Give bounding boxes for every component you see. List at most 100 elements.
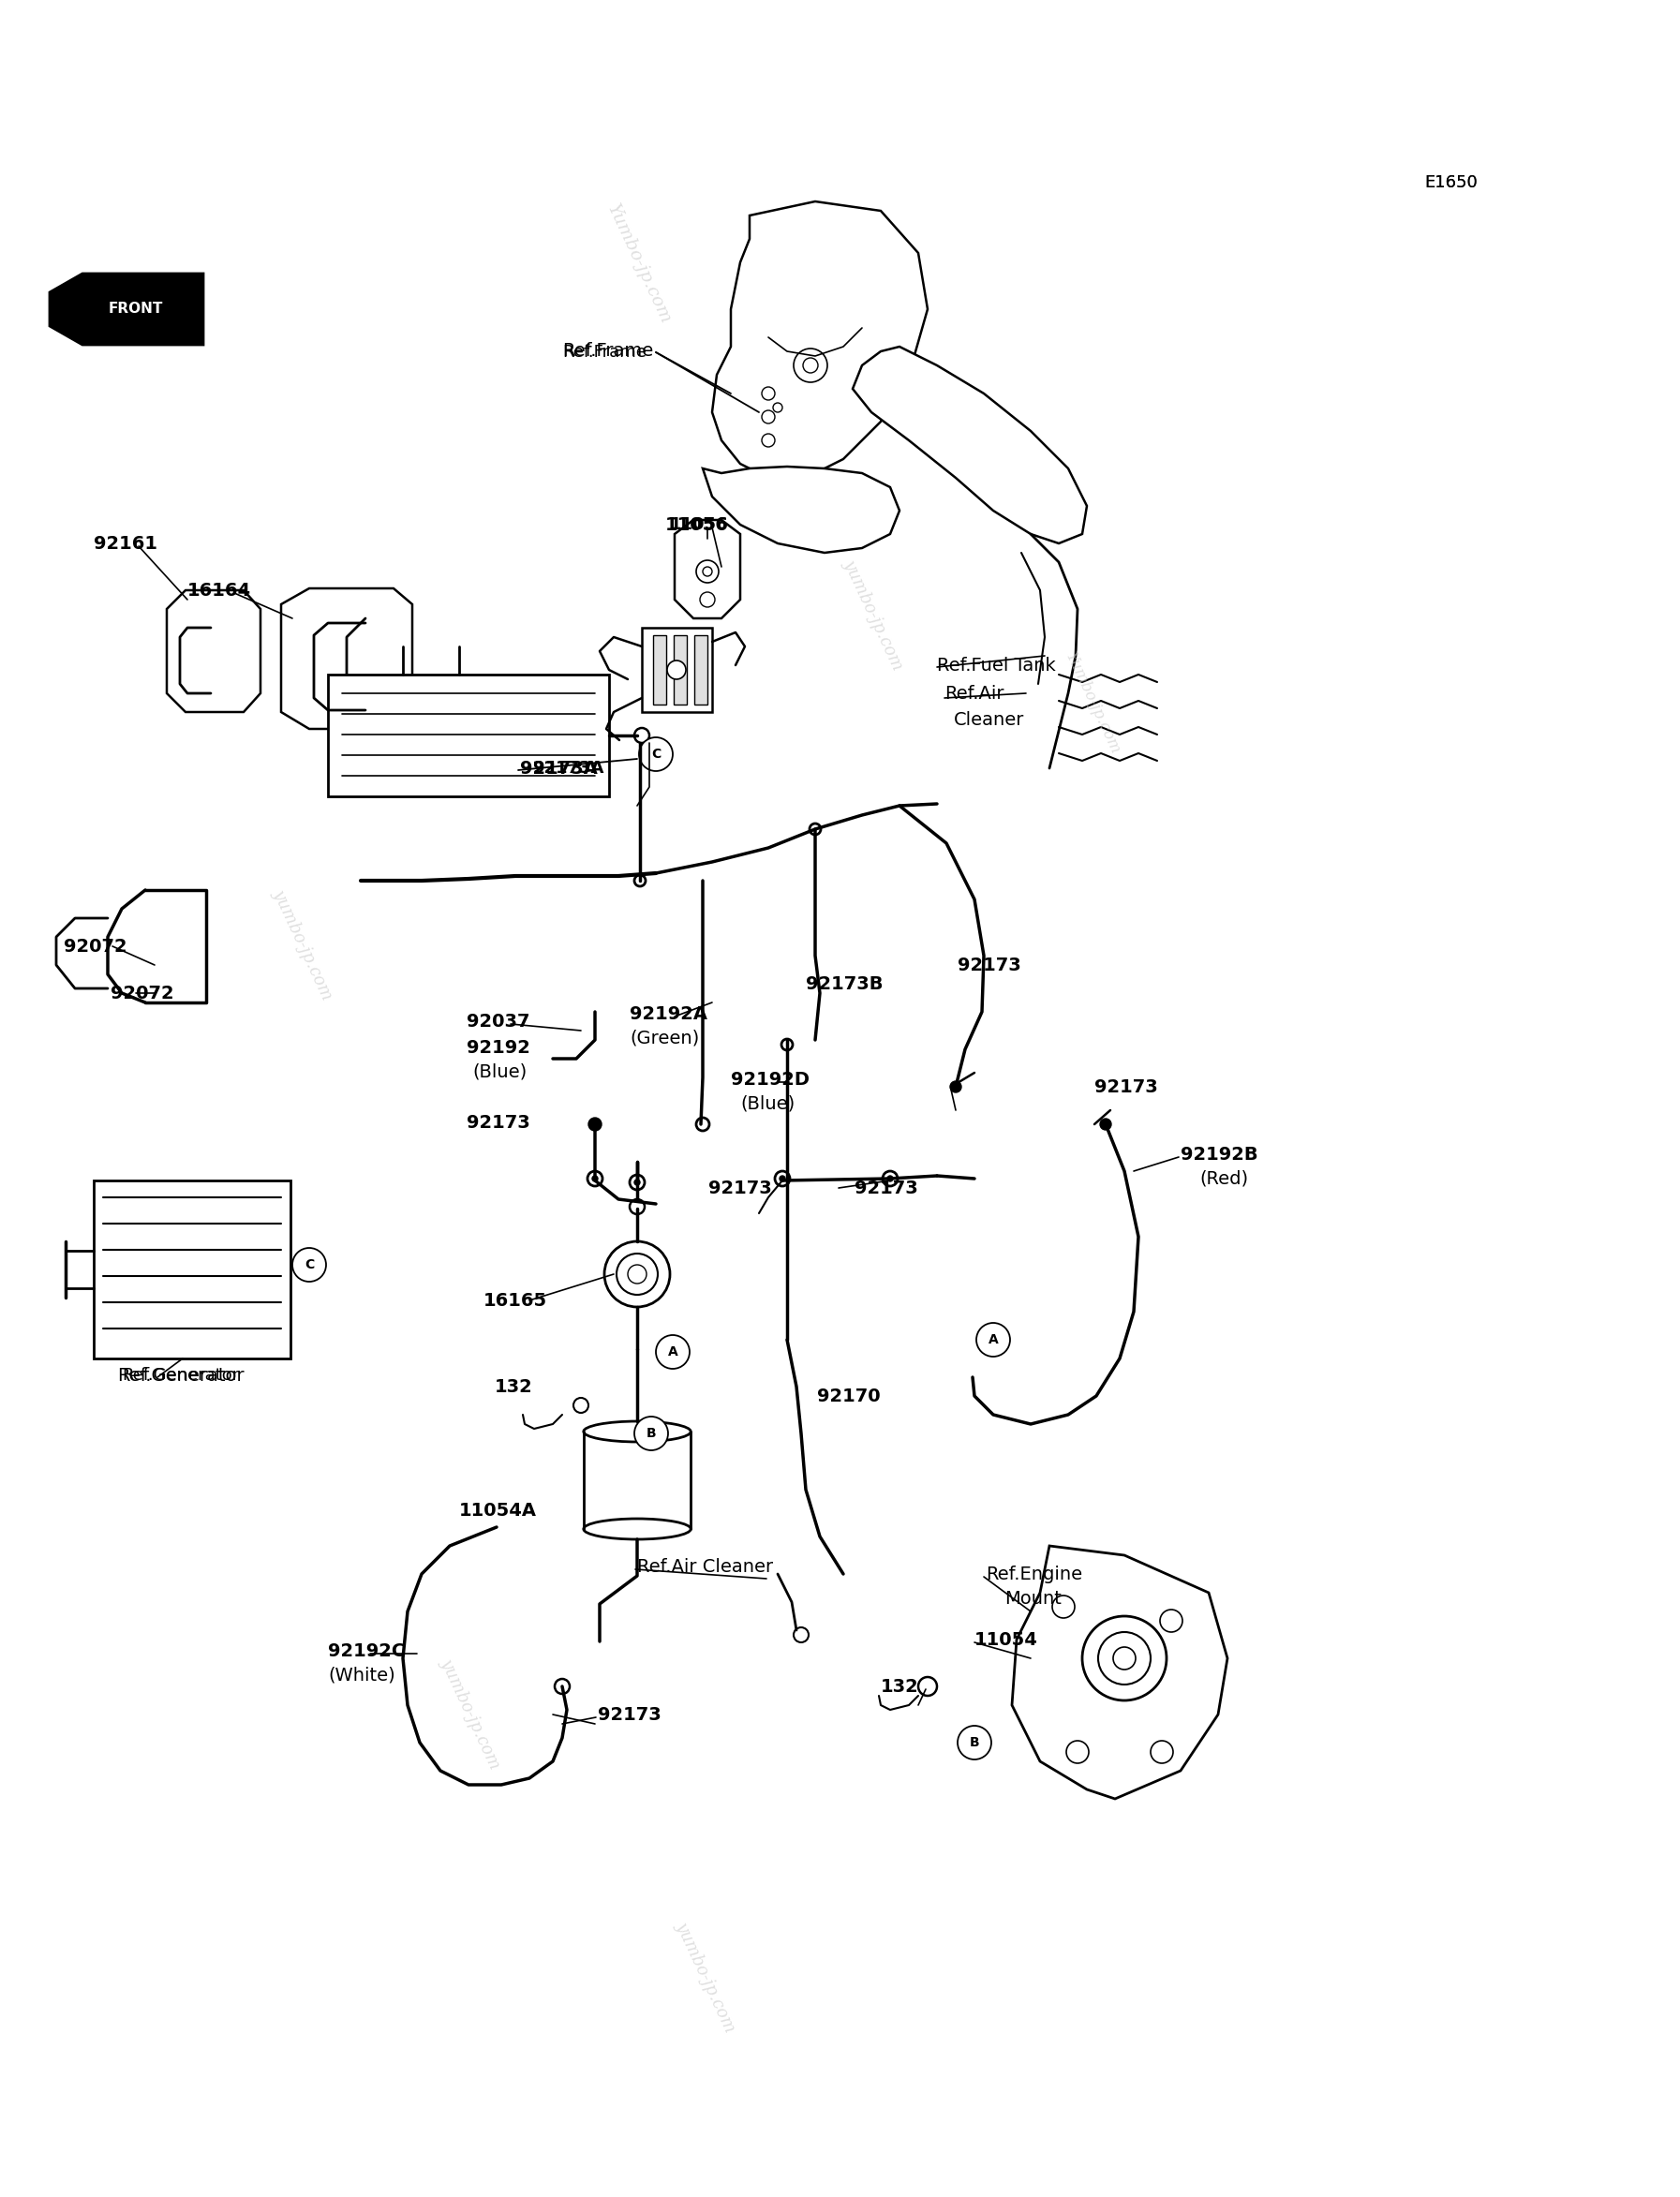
Text: 92173: 92173 [598,1705,662,1722]
Circle shape [882,1171,897,1186]
Polygon shape [1011,1547,1228,1799]
Text: 92161: 92161 [94,534,158,551]
Text: Yumbo-jp.com: Yumbo-jp.com [603,202,674,325]
Text: A: A [988,1334,998,1347]
Text: 132: 132 [880,1679,919,1696]
Text: 92173: 92173 [1094,1079,1158,1096]
Text: yumbo-jp.com: yumbo-jp.com [672,1920,739,2034]
Text: C: C [304,1259,314,1272]
Circle shape [635,874,645,885]
Text: Ref.Air Cleaner: Ref.Air Cleaner [637,1558,773,1575]
Circle shape [588,1171,603,1186]
Circle shape [761,433,774,446]
Text: E1650: E1650 [1425,174,1477,191]
Text: A: A [667,1345,677,1358]
Circle shape [1082,1617,1166,1700]
Circle shape [810,824,822,835]
Text: Ref.Generator: Ref.Generator [118,1367,244,1384]
Circle shape [573,1397,588,1413]
Text: C: C [652,747,660,760]
Text: 11056: 11056 [670,516,729,534]
Circle shape [628,1265,647,1283]
Circle shape [702,567,712,576]
Text: 92192: 92192 [467,1039,531,1057]
Circle shape [635,1417,669,1450]
Circle shape [638,738,672,771]
Circle shape [696,560,719,582]
Text: 16165: 16165 [484,1292,548,1309]
Circle shape [635,1180,640,1184]
Circle shape [791,248,838,294]
Text: Mount: Mount [1005,1588,1062,1608]
Circle shape [919,1676,937,1696]
Text: 92173: 92173 [855,1180,917,1197]
Polygon shape [328,674,610,795]
Circle shape [774,1171,790,1186]
Circle shape [591,1175,598,1182]
Text: 92037: 92037 [467,1013,529,1030]
Circle shape [630,1175,645,1191]
Circle shape [696,1118,709,1131]
Circle shape [748,204,882,338]
Circle shape [773,402,783,413]
Text: Ref.Engine: Ref.Engine [986,1564,1082,1582]
Polygon shape [94,1180,291,1358]
Polygon shape [853,347,1087,543]
Text: (Green): (Green) [630,1028,699,1048]
Circle shape [768,224,862,319]
Polygon shape [694,635,707,705]
Text: 11056: 11056 [665,516,729,534]
Text: B: B [969,1736,979,1749]
Text: 92173: 92173 [958,956,1021,973]
Text: Cleaner: Cleaner [954,710,1025,729]
Text: yumbo-jp.com: yumbo-jp.com [840,558,907,672]
Polygon shape [702,466,899,554]
Text: 11054A: 11054A [459,1501,538,1518]
Circle shape [1099,1632,1151,1685]
Text: 132: 132 [494,1378,533,1395]
Text: yumbo-jp.com: yumbo-jp.com [269,888,336,1002]
Circle shape [1052,1595,1075,1617]
Text: (Red): (Red) [1200,1169,1248,1189]
Circle shape [635,727,650,743]
Circle shape [1159,1610,1183,1632]
Circle shape [1067,1740,1089,1764]
Text: 92173: 92173 [467,1114,531,1131]
Circle shape [793,1628,808,1643]
Text: B: B [647,1426,657,1439]
Text: 92072: 92072 [111,984,175,1002]
Circle shape [976,1323,1010,1356]
Text: 11054: 11054 [974,1630,1038,1648]
Circle shape [630,1200,645,1215]
Text: 92192D: 92192D [731,1070,810,1088]
Circle shape [951,1081,961,1092]
Text: (White): (White) [328,1665,395,1685]
Polygon shape [654,635,667,705]
Circle shape [292,1248,326,1281]
Text: E1650: E1650 [1425,174,1477,191]
Ellipse shape [583,1421,690,1441]
Text: 92173A: 92173A [521,760,598,778]
Text: FRONT: FRONT [109,303,163,316]
Circle shape [1114,1648,1136,1670]
Text: Ref.Fuel Tank: Ref.Fuel Tank [937,657,1055,674]
Circle shape [617,1254,659,1294]
Text: Yumbo-jp.com: Yumbo-jp.com [1062,650,1122,756]
Text: (Blue): (Blue) [472,1063,528,1081]
Text: 92173B: 92173B [806,975,884,993]
Circle shape [780,1175,785,1182]
Polygon shape [281,589,412,729]
Text: yumbo-jp.com: yumbo-jp.com [437,1657,504,1771]
Circle shape [887,1175,894,1182]
Circle shape [701,593,716,606]
Text: 92173A: 92173A [533,760,603,778]
Circle shape [793,349,827,382]
Circle shape [1100,1118,1110,1129]
Text: Ref.Air: Ref.Air [944,685,1005,703]
Circle shape [605,1241,670,1307]
Circle shape [958,1727,991,1760]
Circle shape [761,387,774,400]
Text: 92072: 92072 [64,938,128,956]
Circle shape [1151,1740,1173,1764]
Ellipse shape [583,1518,690,1540]
